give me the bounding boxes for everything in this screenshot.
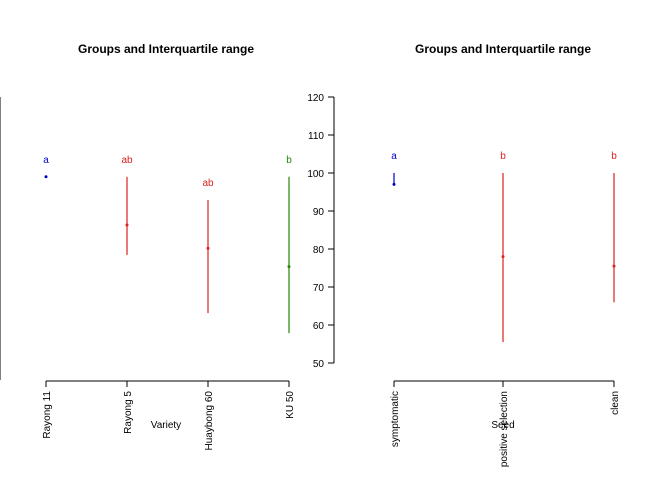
x-tick-label: KU 50	[285, 391, 296, 419]
x-tick-label: Rayong 11	[42, 391, 53, 439]
group-label: ab	[202, 178, 214, 189]
x-tick-label: positive selection	[499, 391, 510, 467]
chart-title: Groups and Interquartile range	[415, 42, 591, 56]
x-axis-label: Variety	[151, 420, 181, 431]
group-label: b	[286, 155, 292, 166]
y-ticks: 50 60 70 80 90 100 110 120	[307, 93, 334, 370]
x-tick-label: clean	[610, 391, 621, 415]
group-label: b	[500, 151, 506, 162]
center-point	[287, 265, 291, 269]
y-tick-label: 100	[307, 169, 324, 180]
x-axis-label: Seed	[491, 420, 514, 431]
group-label: a	[391, 151, 397, 162]
center-point	[206, 246, 210, 250]
group-label: ab	[121, 155, 133, 166]
variety-chart: Groups and Interquartile range Variety a…	[0, 42, 296, 451]
center-point	[612, 264, 616, 268]
seed-chart: Groups and Interquartile range Seed 50 60…	[307, 42, 621, 467]
center-point	[501, 255, 505, 259]
y-tick-label: 120	[307, 93, 324, 104]
y-tick-label: 90	[313, 207, 325, 218]
x-tick-label: symptomatic	[390, 391, 401, 447]
y-tick-label: 70	[313, 283, 325, 294]
seed-marks: a symptomatic b positive selection b clean	[390, 151, 621, 467]
group-label: b	[611, 151, 617, 162]
chart-title: Groups and Interquartile range	[78, 42, 254, 56]
y-tick-label: 60	[313, 321, 325, 332]
y-tick-label: 50	[313, 359, 325, 370]
center-point	[125, 223, 129, 227]
y-tick-label: 110	[308, 131, 324, 142]
variety-marks: a Rayong 11 ab Rayong 5 ab Huaybong 60 b KU 50	[42, 155, 296, 451]
group-label: a	[43, 155, 49, 166]
y-tick-label: 80	[313, 245, 325, 256]
center-point	[392, 182, 396, 186]
x-tick-label: Huaybong 60	[204, 391, 215, 451]
x-tick-label: Rayong 5	[123, 391, 134, 434]
center-point	[44, 175, 48, 179]
